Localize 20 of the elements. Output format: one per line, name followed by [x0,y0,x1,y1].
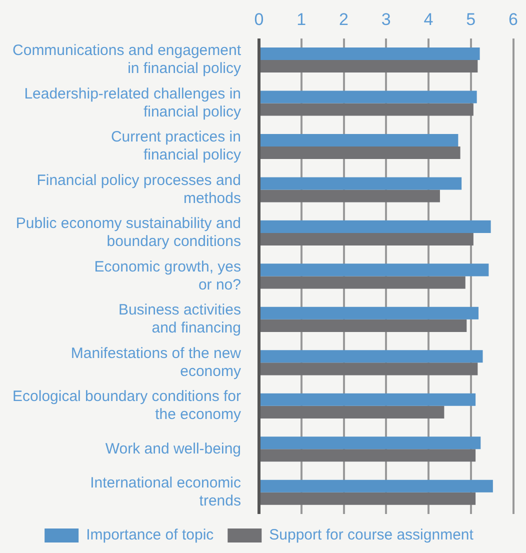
x-tick-label: 0 [254,10,264,29]
y-tick-label: Economic growth, yes or no? [94,258,241,294]
y-tick-label: Manifestations of the new economy [70,344,242,380]
x-tick-label: 4 [424,10,434,29]
y-tick-label: International economic trends [90,474,242,510]
y-tick-label: Communications and engagement in financial policy [12,42,242,78]
y-tick-label: Leadership-related challenges in financial policy [24,85,242,120]
x-tick-label: 1 [296,10,306,29]
x-tick-label: 5 [466,10,476,29]
y-tick-label: Work and well-being [105,440,241,458]
x-tick-label: 2 [339,10,348,29]
x-tick-label: 6 [508,10,518,29]
x-tick-label: 3 [381,10,391,29]
y-tick-label: Financial policy processes and methods [36,172,241,207]
legend-label: Support for course assignment [269,526,474,544]
y-tick-label: Business activities and financing [118,302,241,337]
y-tick-label: Ecological boundary conditions for the economy [12,388,242,424]
legend-label: Importance of topic [86,526,214,544]
y-tick-label: Current practices in financial policy [110,128,242,164]
y-tick-label: Public economy sustainability and boundary conditions [16,215,241,250]
